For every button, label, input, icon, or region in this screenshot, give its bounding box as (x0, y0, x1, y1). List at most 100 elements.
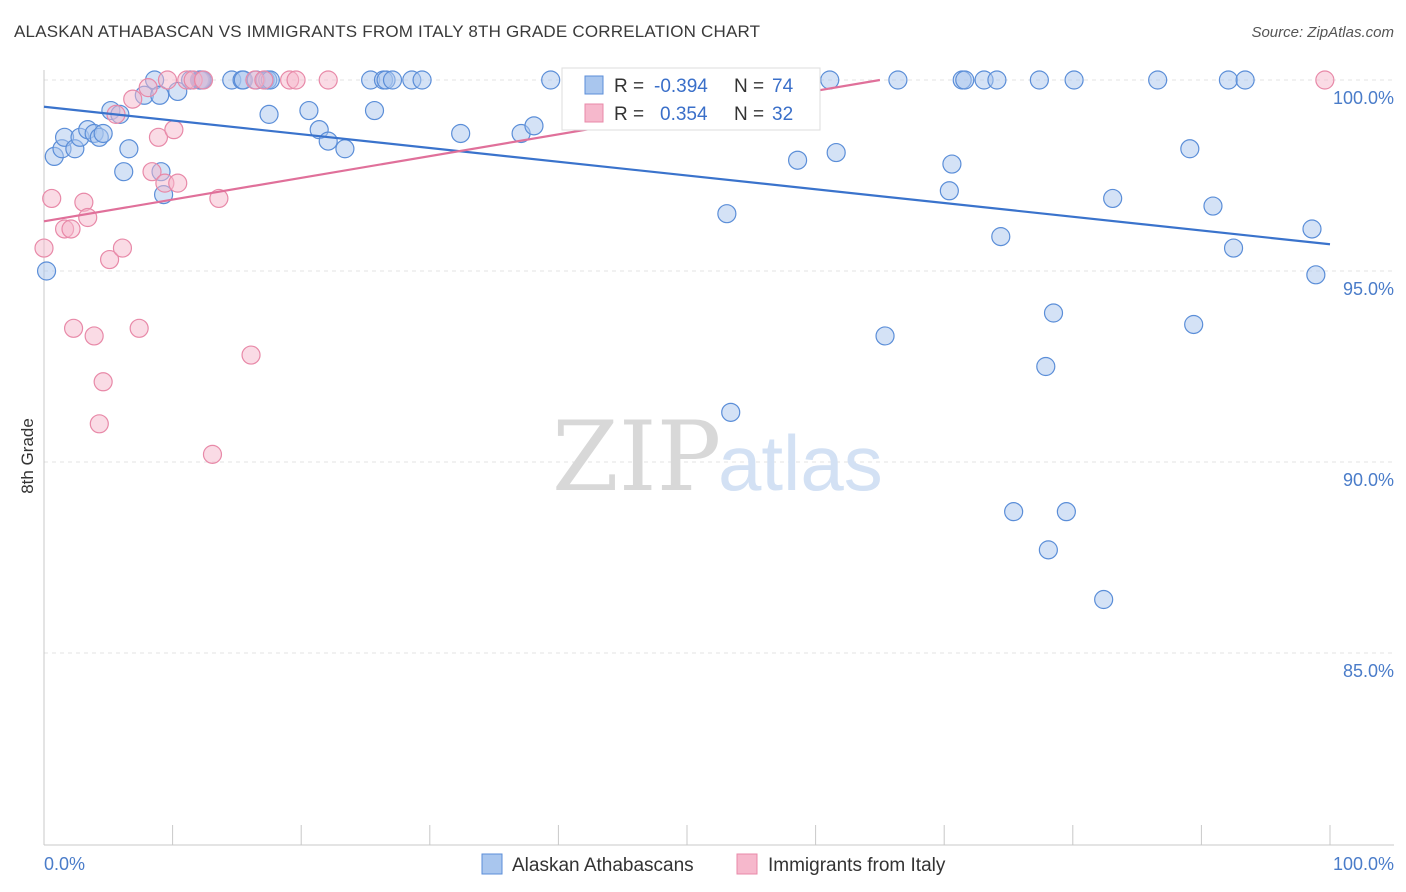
stats-n-label-blue: N = (734, 76, 764, 97)
stats-r-label-blue: R = (614, 76, 644, 97)
point-blue-68 (1064, 70, 1084, 90)
point-blue-54 (888, 70, 908, 90)
point-pink-17 (148, 127, 169, 147)
point-blue-69 (1094, 589, 1114, 610)
point-blue-35 (335, 139, 355, 159)
point-blue-49 (721, 402, 741, 422)
point-pink-19 (157, 70, 178, 90)
point-blue-55 (939, 181, 959, 201)
point-pink-29 (254, 70, 274, 90)
point-blue-56 (942, 154, 962, 174)
point-pink-12 (112, 238, 133, 258)
point-blue-53 (875, 326, 895, 346)
grid-layer (44, 79, 1394, 654)
point-blue-79 (1306, 265, 1326, 285)
point-blue-70 (1103, 188, 1123, 209)
watermark-atlas: atlas (718, 419, 883, 507)
point-blue-37 (364, 100, 385, 121)
point-blue-67 (1056, 502, 1076, 522)
point-pink-10 (99, 249, 120, 270)
point-blue-66 (1043, 303, 1064, 323)
point-blue-60 (987, 70, 1007, 90)
point-blue-34 (318, 131, 338, 151)
point-pink-9 (93, 372, 113, 392)
point-blue-32 (299, 100, 319, 121)
stats-n-value-blue: 74 (772, 76, 794, 97)
point-blue-62 (1004, 502, 1024, 522)
points-layer (34, 70, 1335, 610)
point-pink-8 (89, 414, 109, 434)
point-blue-40 (382, 70, 403, 90)
y-tick-label-90: 90.0% (1343, 470, 1394, 490)
point-pink-31 (286, 70, 306, 90)
point-blue-48 (717, 204, 737, 224)
chart-title: ALASKAN ATHABASCAN VS IMMIGRANTS FROM IT… (14, 22, 761, 41)
y-tick-label-95: 95.0% (1343, 279, 1394, 299)
point-blue-78 (1302, 219, 1322, 239)
point-pink-4 (63, 318, 84, 338)
stats-swatch-pink (584, 103, 604, 123)
point-pink-1 (42, 188, 62, 209)
point-blue-63 (1029, 70, 1049, 90)
point-pink-15 (138, 78, 158, 98)
stats-r-value-blue: -0.394 (654, 76, 708, 97)
watermark: ZIP atlas (552, 401, 883, 513)
point-blue-42 (412, 70, 432, 90)
trend-line-blue (43, 105, 1331, 246)
point-blue-77 (1235, 70, 1255, 90)
point-pink-25 (202, 444, 223, 464)
point-blue-65 (1038, 540, 1058, 560)
point-pink-33 (1315, 70, 1335, 90)
stats-r-value-pink: 0.354 (660, 104, 708, 125)
point-pink-13 (123, 89, 143, 109)
point-pink-7 (84, 326, 104, 346)
x-tick-label-min: 0.0% (44, 854, 85, 874)
y-tick-label-100: 100.0% (1333, 88, 1394, 108)
point-pink-21 (168, 173, 188, 193)
point-pink-6 (78, 207, 98, 228)
point-pink-27 (241, 345, 261, 365)
point-pink-24 (193, 70, 214, 90)
stats-box-frame (561, 67, 821, 131)
source-note: Source: ZipAtlas.com (1251, 24, 1394, 41)
stats-r-label-pink: R = (614, 104, 644, 125)
point-blue-61 (991, 227, 1011, 247)
point-blue-45 (524, 116, 544, 136)
point-pink-16 (142, 162, 162, 182)
point-blue-46 (541, 70, 561, 90)
y-axis-title: 8th Grade (18, 418, 37, 494)
stats-swatch-blue (584, 75, 604, 95)
point-pink-3 (61, 219, 81, 239)
point-pink-32 (318, 70, 338, 90)
legend-swatch-pink (736, 853, 758, 875)
point-blue-74 (1203, 196, 1223, 216)
stats-box: R = -0.394 N = 74 R = 0.354 N = 32 (561, 67, 821, 131)
point-blue-75 (1218, 70, 1239, 90)
point-blue-52 (826, 142, 846, 163)
point-blue-31 (259, 104, 279, 124)
x-tick-label-max: 100.0% (1333, 854, 1394, 874)
point-blue-50 (787, 150, 808, 170)
legend: Alaskan Athabascans Immigrants from Ital… (481, 853, 946, 876)
legend-swatch-blue (481, 853, 503, 875)
y-tick-label-85: 85.0% (1343, 661, 1394, 681)
point-blue-12 (114, 162, 134, 182)
stats-n-label-pink: N = (734, 104, 764, 125)
point-pink-0 (34, 238, 54, 258)
legend-label-pink: Immigrants from Italy (768, 855, 946, 876)
point-blue-0 (36, 261, 57, 281)
watermark-zip: ZIP (552, 401, 721, 513)
point-blue-58 (955, 70, 975, 90)
point-blue-73 (1184, 314, 1204, 335)
point-pink-14 (129, 318, 149, 338)
point-blue-64 (1036, 356, 1056, 377)
point-pink-26 (209, 188, 229, 209)
point-blue-13 (119, 139, 139, 159)
point-blue-9 (93, 123, 113, 144)
point-blue-43 (451, 123, 471, 144)
point-blue-72 (1180, 139, 1200, 159)
point-blue-76 (1223, 238, 1244, 258)
point-blue-71 (1148, 70, 1168, 90)
legend-label-blue: Alaskan Athabascans (512, 855, 694, 876)
